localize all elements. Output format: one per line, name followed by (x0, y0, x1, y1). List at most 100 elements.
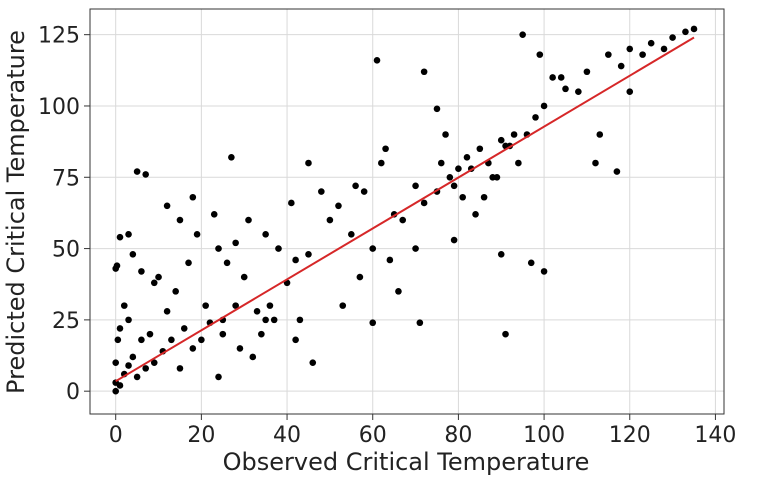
data-point (176, 365, 184, 372)
y-tick-label: 100 (38, 95, 80, 120)
data-point (459, 193, 466, 201)
grid (90, 9, 724, 414)
data-point (360, 188, 368, 195)
data-point (420, 68, 428, 76)
data-point (193, 231, 201, 238)
data-point (138, 268, 145, 275)
data-point (116, 233, 124, 241)
data-point (275, 245, 282, 252)
data-point (240, 273, 248, 281)
data-point (519, 31, 526, 38)
data-point (305, 250, 312, 258)
data-point (450, 236, 458, 244)
y-tick-label: 125 (38, 24, 80, 49)
data-point (356, 273, 364, 281)
data-point (155, 273, 162, 281)
x-axis-label: Observed Critical Temperature (223, 448, 590, 476)
data-point (176, 216, 184, 224)
data-point (185, 259, 192, 267)
x-tick-label: 40 (273, 423, 301, 448)
data-point (373, 57, 381, 64)
data-point (472, 211, 479, 218)
y-axis-label: Predicted Critical Temperature (2, 30, 30, 394)
data-point (369, 245, 377, 252)
data-point (116, 382, 124, 389)
data-point (112, 387, 120, 395)
data-point (318, 188, 325, 195)
data-point (215, 373, 222, 381)
data-point (133, 168, 141, 175)
data-point (369, 319, 377, 327)
data-point (442, 131, 449, 138)
data-point (476, 145, 484, 153)
data-point (129, 353, 137, 361)
x-tick-label: 80 (444, 423, 472, 448)
data-point (433, 105, 441, 113)
data-point (223, 259, 231, 267)
data-point (270, 316, 278, 324)
data-point (399, 216, 407, 224)
plot-frame (89, 8, 725, 415)
data-point (617, 62, 625, 70)
data-point (142, 365, 149, 372)
data-point (497, 250, 505, 258)
data-point (575, 88, 582, 96)
data-point (605, 51, 612, 58)
data-point (515, 159, 522, 167)
y-tick-label: 0 (66, 380, 80, 405)
data-point (112, 359, 120, 366)
data-point (309, 359, 317, 366)
data-point (562, 85, 569, 93)
data-point (549, 74, 556, 81)
data-point (232, 302, 239, 309)
data-point (232, 239, 239, 247)
data-point (120, 302, 128, 309)
x-tick-label: 140 (694, 423, 736, 448)
data-point (647, 39, 655, 47)
data-point (146, 330, 154, 338)
data-point (189, 345, 197, 352)
data-point (596, 131, 604, 138)
data-point (296, 316, 304, 324)
tick-labels: 0 20 40 60 80 100 120 140 0 25 50 75 100 125 (38, 24, 736, 448)
y-tick-label: 50 (52, 238, 80, 263)
data-point (450, 182, 458, 190)
fit-line-layer (115, 36, 695, 383)
fit-line (115, 36, 695, 383)
data-point (125, 231, 132, 238)
data-point (116, 325, 124, 332)
data-point (113, 262, 121, 269)
data-point (114, 336, 122, 344)
data-point (348, 231, 355, 238)
data-point (682, 28, 689, 36)
data-point (215, 245, 222, 252)
data-point (510, 131, 518, 138)
data-point (412, 182, 419, 190)
data-point (266, 302, 274, 309)
data-point (228, 154, 235, 161)
data-point (292, 256, 299, 264)
data-point (202, 302, 209, 309)
data-point (210, 211, 218, 218)
data-point (480, 193, 488, 201)
y-tick-label: 25 (52, 309, 80, 334)
data-point (502, 330, 509, 338)
data-point (198, 336, 205, 344)
data-point (626, 88, 634, 96)
data-point (463, 154, 471, 161)
data-point (493, 173, 501, 181)
data-point (497, 136, 505, 144)
data-point (125, 316, 132, 324)
data-point (249, 353, 257, 361)
y-tick-label: 75 (52, 166, 80, 191)
data-point (532, 114, 539, 121)
data-point (420, 199, 428, 207)
data-point (326, 216, 334, 224)
data-point (613, 168, 621, 175)
scatter-points (112, 25, 698, 395)
data-point (258, 330, 265, 338)
data-point (446, 173, 454, 181)
data-point (639, 51, 646, 58)
data-point (669, 34, 676, 41)
